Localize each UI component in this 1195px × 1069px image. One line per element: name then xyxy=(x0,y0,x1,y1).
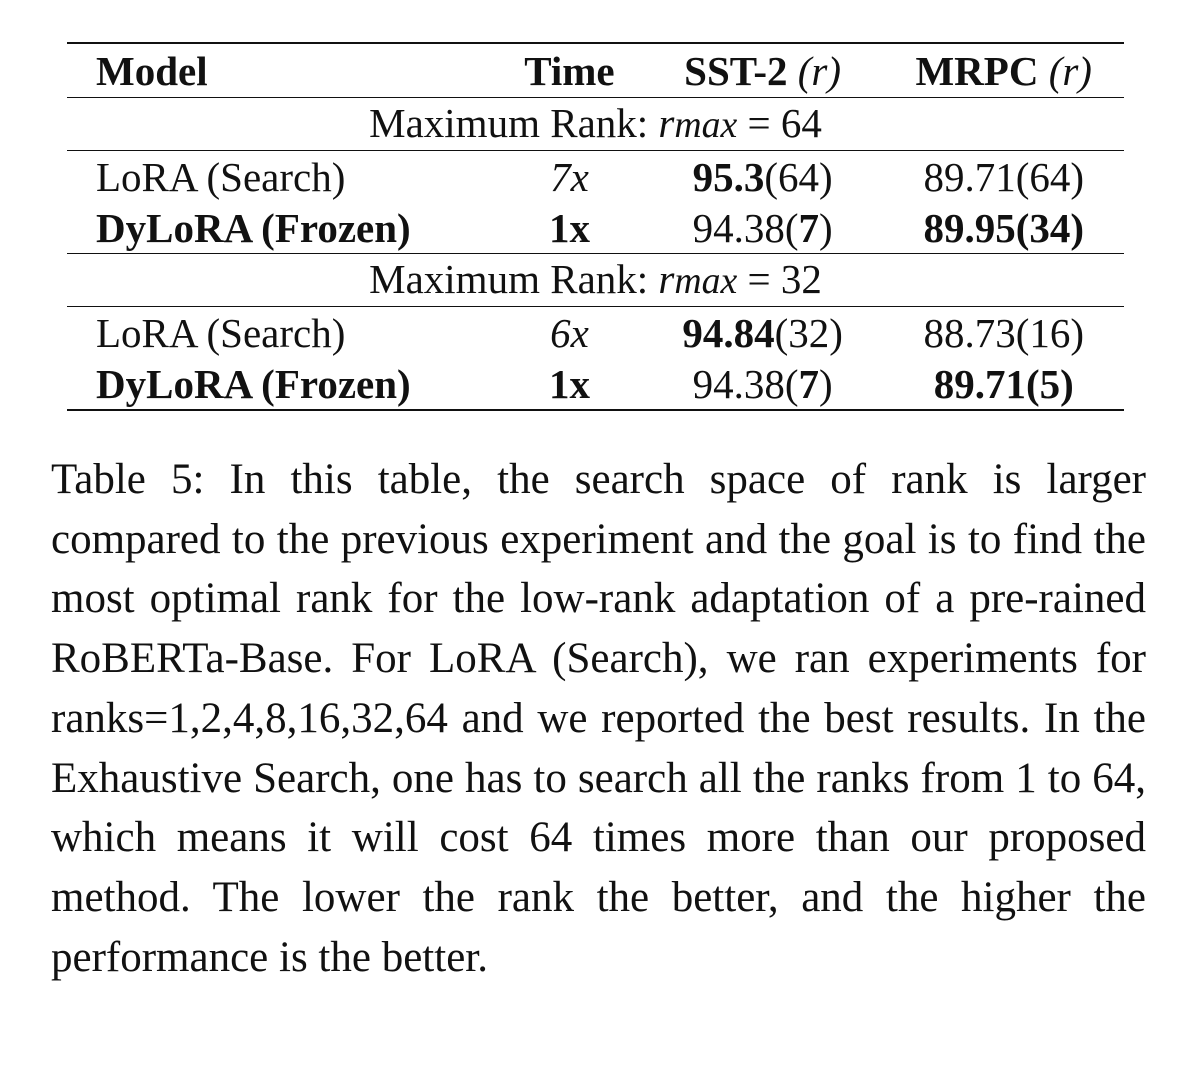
header-mrpc-param: (r) xyxy=(1048,47,1092,94)
group-header-row: Maximum Rank: rmax = 64 xyxy=(67,97,1124,151)
group-label-equals: = xyxy=(737,100,781,146)
cell-sst2-value: 94.38 xyxy=(692,204,785,251)
group-label-var-sub: max xyxy=(674,260,738,302)
cell-model: DyLoRA (Frozen) xyxy=(67,358,498,411)
cell-mrpc-rank: 34 xyxy=(1029,204,1071,251)
cell-sst2-value: 94.84 xyxy=(682,309,775,356)
group-label-var: r xyxy=(658,100,675,146)
caption-text: Table 5: In this table, the search space… xyxy=(51,456,1146,981)
header-mrpc: MRPC (r) xyxy=(883,42,1124,98)
header-time: Time xyxy=(497,42,642,98)
cell-time: 1x xyxy=(497,358,642,411)
cell-mrpc: 89.71(5) xyxy=(883,358,1124,411)
group-label-var-sub: max xyxy=(674,104,738,146)
cell-model: LoRA (Search) xyxy=(96,309,346,356)
table-header-row: Model Time SST-2 (r) MRPC (r) xyxy=(67,42,1124,98)
table-caption: Table 5: In this table, the search space… xyxy=(51,450,1146,987)
group-label-equals: = xyxy=(737,256,781,302)
cell-sst2-value: 95.3 xyxy=(692,153,765,200)
cell-sst2-value: 94.38 xyxy=(692,360,785,407)
cell-mrpc: 89.71(64) xyxy=(923,153,1085,200)
header-mrpc-label: MRPC xyxy=(915,47,1039,94)
cell-mrpc: 89.95(34) xyxy=(923,204,1085,251)
cell-mrpc-value: 89.95 xyxy=(923,204,1016,251)
cell-mrpc-value: 89.71 xyxy=(923,153,1016,200)
table-row: LoRA (Search) 7x 95.3(64) 89.71(64) xyxy=(67,151,1124,203)
group-label: Maximum Rank: rmax = 32 xyxy=(67,253,1124,307)
cell-sst2-rank: 64 xyxy=(777,153,819,200)
group-label-value: 32 xyxy=(780,256,822,302)
group-label: Maximum Rank: rmax = 64 xyxy=(67,97,1124,151)
header-sst2: SST-2 (r) xyxy=(641,42,884,98)
cell-mrpc: 88.73(16) xyxy=(923,309,1085,356)
header-sst2-param: (r) xyxy=(797,47,842,94)
cell-time: 1x xyxy=(548,204,590,251)
cell-model: LoRA (Search) xyxy=(96,153,346,200)
cell-time: 7x xyxy=(550,153,589,200)
cell-sst2-rank: 7 xyxy=(798,360,819,407)
cell-sst2: 94.84(32) xyxy=(682,309,843,356)
cell-sst2: 94.38(7) xyxy=(692,204,833,251)
results-table: Model Time SST-2 (r) MRPC (r) Maximum Ra… xyxy=(67,42,1124,411)
cell-mrpc-value: 89.71 xyxy=(933,360,1026,407)
group-label-prefix: Maximum Rank: xyxy=(369,100,659,146)
cell-sst2-rank: 32 xyxy=(788,309,830,356)
cell-model: DyLoRA (Frozen) xyxy=(96,204,411,251)
group-header-row: Maximum Rank: rmax = 32 xyxy=(67,253,1124,307)
cell-mrpc-value: 88.73 xyxy=(923,309,1016,356)
cell-sst2: 95.3(64) xyxy=(692,153,833,200)
cell-sst2: 94.38(7) xyxy=(641,358,884,411)
table-row: DyLoRA (Frozen) 1x 94.38(7) 89.95(34) xyxy=(67,202,1124,254)
cell-time: 6x xyxy=(550,309,589,356)
group-label-value: 64 xyxy=(780,100,822,146)
header-model: Model xyxy=(67,42,498,98)
table-row: DyLoRA (Frozen) 1x 94.38(7) 89.71(5) xyxy=(67,358,1124,411)
cell-mrpc-rank: 64 xyxy=(1029,153,1071,200)
header-sst2-label: SST-2 xyxy=(684,47,788,94)
results-table-container: Model Time SST-2 (r) MRPC (r) Maximum Ra… xyxy=(67,42,1124,411)
cell-mrpc-rank: 5 xyxy=(1039,360,1061,407)
cell-sst2-rank: 7 xyxy=(798,204,819,251)
cell-mrpc-rank: 16 xyxy=(1029,309,1071,356)
group-label-prefix: Maximum Rank: xyxy=(369,256,659,302)
group-label-var: r xyxy=(658,256,675,302)
table-row: LoRA (Search) 6x 94.84(32) 88.73(16) xyxy=(67,307,1124,359)
